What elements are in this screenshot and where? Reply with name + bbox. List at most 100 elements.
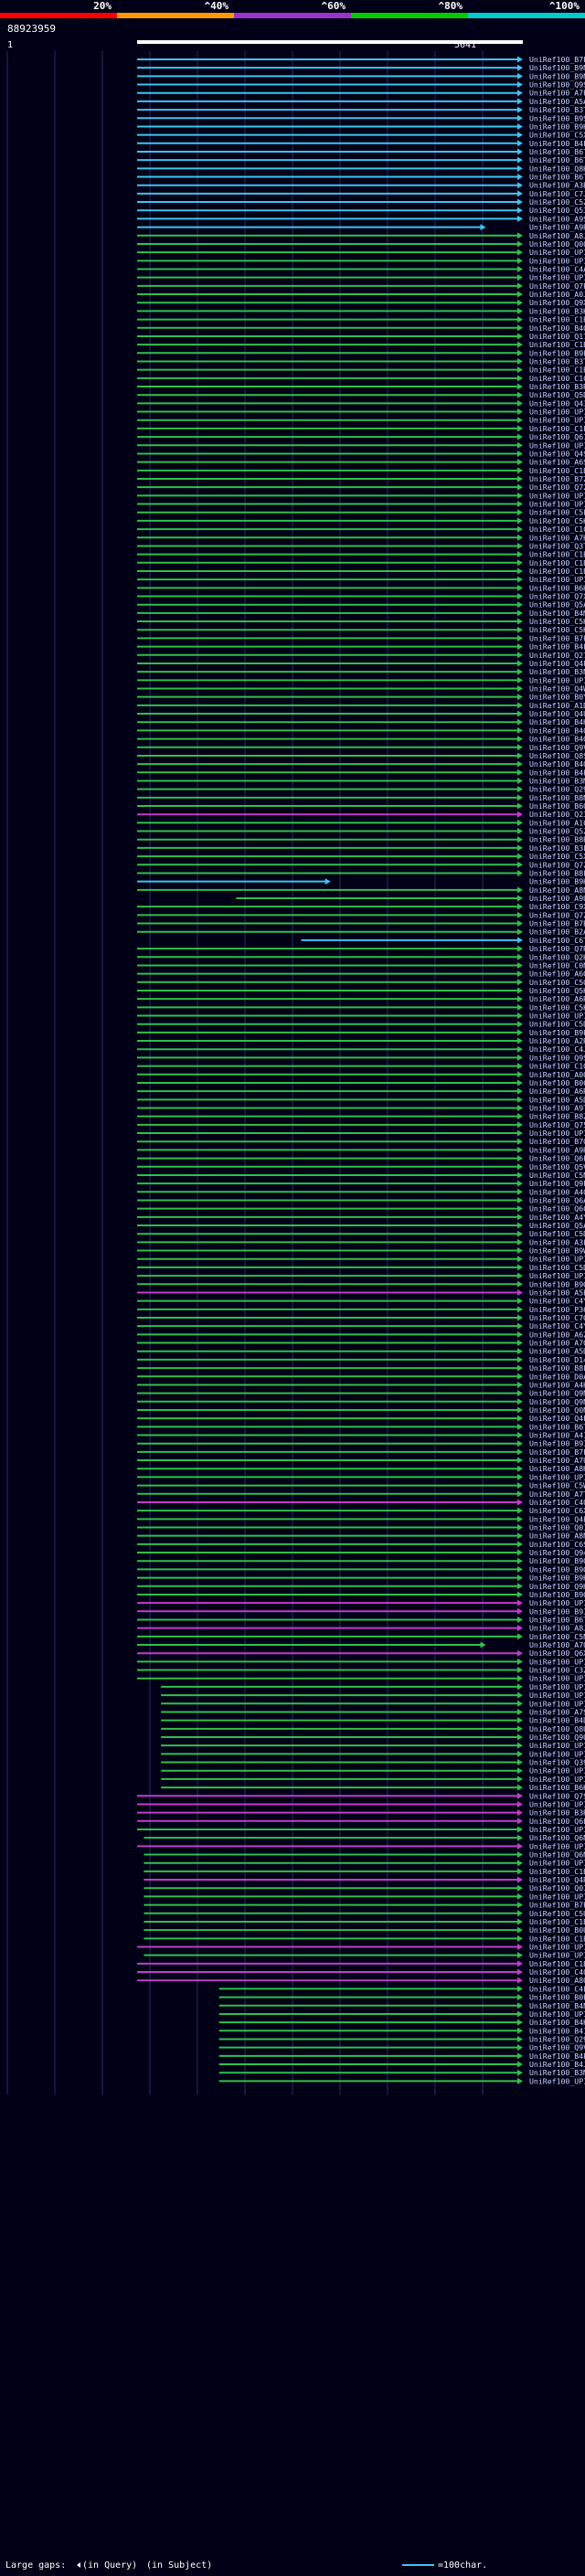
hit-label: UniRef100_A8J9U3 xyxy=(529,231,585,240)
hit-label: UniRef100_Q9414D5 xyxy=(529,1548,585,1557)
hit-arrow xyxy=(517,961,523,969)
hit-label: UniRef100_Q5AVD1 xyxy=(529,1221,585,1230)
hit-label: UniRef100_C5KS85 xyxy=(529,625,585,634)
hit-label: UniRef100_Q6ELV6 xyxy=(529,1817,585,1826)
hit-arrow xyxy=(517,383,523,390)
hit-label: UniRef100_A4I370 xyxy=(529,1431,585,1440)
hit-arrow xyxy=(517,911,523,918)
hit-arrow xyxy=(517,249,523,256)
hit-label: UniRef100_Q7S7R0 xyxy=(529,1791,585,1800)
hit-label: UniRef100_UPI000... xyxy=(529,1682,585,1691)
hit-arrow xyxy=(517,399,523,407)
hit-arrow xyxy=(517,1105,523,1111)
hit-arrow xyxy=(517,618,523,625)
hit-arrow xyxy=(517,1616,523,1623)
hit-arrow xyxy=(517,1473,523,1480)
hit-arrow xyxy=(517,215,523,222)
scale-segment xyxy=(234,13,351,18)
hit-arrow xyxy=(517,1054,523,1061)
hit-arrow xyxy=(517,257,523,264)
hit-arrow xyxy=(517,1675,523,1682)
hit-arrow xyxy=(517,467,523,474)
hit-label: UniRef100_B6QEC6 xyxy=(529,801,585,811)
scale-segment xyxy=(0,13,117,18)
hit-label: UniRef100_C1BGD5 xyxy=(529,340,585,349)
hit-arrow xyxy=(517,2019,523,2026)
hit-label: UniRef100_B7ZV96 xyxy=(529,474,585,483)
hit-arrow xyxy=(517,333,523,340)
hit-label: UniRef100_B6T4F7 xyxy=(529,147,585,156)
hit-label: UniRef100_Q7RXS4 xyxy=(529,944,585,953)
hit-label: UniRef100_B9HBD0 xyxy=(529,1574,585,1583)
hit-label: UniRef100_Q5A0B1 xyxy=(529,600,585,610)
hit-label: UniRef100_C5X225 xyxy=(529,852,585,861)
hit-label: UniRef100_B3TDD9 xyxy=(529,356,585,366)
hit-label: UniRef100_C1FEC7 xyxy=(529,424,585,433)
hit-arrow xyxy=(517,1063,523,1070)
hit-label: UniRef100_B0UD40 xyxy=(529,1925,585,1935)
hit-arrow xyxy=(517,1298,523,1305)
hit-arrow xyxy=(517,593,523,600)
hit-label: UniRef100_Q7X9Q2 xyxy=(529,592,585,601)
hit-label: UniRef100_A4Y3M8 xyxy=(529,1213,585,1222)
hit-arrow xyxy=(517,1457,523,1464)
hit-label: UniRef100_Q236Z4 xyxy=(529,810,585,819)
hit-label: UniRef100_B8ZZQ7 xyxy=(529,1112,585,1121)
hit-arrow xyxy=(517,660,523,667)
hit-arrow xyxy=(517,1557,523,1564)
hit-arrow xyxy=(517,694,523,701)
hit-arrow xyxy=(517,1012,523,1020)
hit-arrow xyxy=(517,634,523,641)
hit-arrow xyxy=(517,995,523,1002)
hit-label: UniRef100_C5K0M8 xyxy=(529,1002,585,1012)
hit-label: UniRef100_C5XD17 xyxy=(529,131,585,140)
hit-arrow xyxy=(517,56,523,63)
hit-arrow xyxy=(517,2052,523,2060)
hit-label: UniRef100_UPI000... xyxy=(529,1799,585,1808)
hit-arrow xyxy=(517,1423,523,1430)
hit-arrow xyxy=(517,559,523,567)
hit-label: UniRef100_B7PE61 xyxy=(529,633,585,642)
query-gap-label: (in Query) xyxy=(82,2560,137,2571)
hit-arrow xyxy=(517,2035,523,2042)
hit-arrow xyxy=(517,1003,523,1011)
hit-arrow xyxy=(517,1952,523,1959)
hit-arrow xyxy=(517,1549,523,1556)
hit-arrow xyxy=(517,307,523,314)
scale-segment xyxy=(117,13,234,18)
hit-arrow xyxy=(517,1776,523,1783)
hit-arrow xyxy=(517,282,523,290)
hit-label: UniRef100_UPI000... xyxy=(529,256,585,265)
hit-label: UniRef100_A7TDP5 xyxy=(529,1489,585,1499)
hit-label: UniRef100_C7GQD9 xyxy=(529,1313,585,1322)
hit-label: UniRef100_B3L3Z1 xyxy=(529,843,585,853)
hit-arrow xyxy=(517,148,523,155)
hit-arrow xyxy=(517,1306,523,1313)
hit-label: UniRef100_Q29BF3 xyxy=(529,785,585,794)
hit-arrow xyxy=(517,1876,523,1883)
hit-arrow xyxy=(517,1591,523,1598)
hit-label: UniRef100_UPI000... xyxy=(529,1699,585,1708)
hit-label: UniRef100_UPI000... xyxy=(529,675,585,684)
hit-label: UniRef100_A3B126 xyxy=(529,181,585,190)
hit-label: UniRef100_Q0NTY4 xyxy=(529,1405,585,1415)
hit-label: UniRef100_B9NK24 xyxy=(529,71,585,80)
hit-label: UniRef100_A9RBN9 xyxy=(529,223,585,232)
hit-label: UniRef100_B6TJP8 xyxy=(529,155,585,164)
hit-label: UniRef100_C4Y391 xyxy=(529,1297,585,1306)
hit-arrow xyxy=(517,828,523,835)
hit-arrow xyxy=(517,375,523,382)
hit-label: UniRef100_C1BGK7 xyxy=(529,550,585,559)
hit-arrow xyxy=(517,433,523,440)
hit-label: UniRef100_Q8UJF0 xyxy=(529,1724,585,1733)
hit-arrow xyxy=(517,1784,523,1791)
hit-label: UniRef100_Q9HUZ6 xyxy=(529,1582,585,1591)
hit-label: UniRef100_B9HDL5 xyxy=(529,877,585,886)
hit-label: UniRef100_C5DSY3 xyxy=(529,1020,585,1029)
hit-label: UniRef100_B3RS50 xyxy=(529,1808,585,1818)
hit-label: UniRef100_A5E2T0 xyxy=(529,1288,585,1297)
hit-label: UniRef100_A7HCL9 xyxy=(529,533,585,542)
hit-arrow xyxy=(517,114,523,122)
hit-arrow xyxy=(517,291,523,298)
hit-label: UniRef100_B4DJG8 xyxy=(529,1716,585,1725)
